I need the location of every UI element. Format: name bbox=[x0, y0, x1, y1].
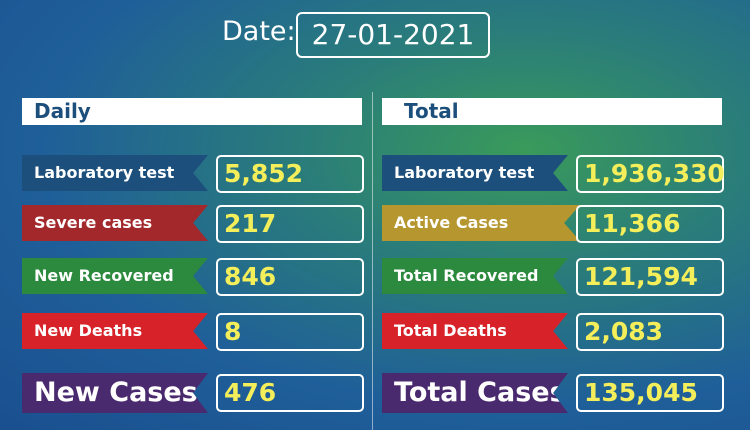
row-value: 135,045 bbox=[576, 374, 724, 412]
row-value: 11,366 bbox=[576, 205, 724, 243]
row-label: New Recovered bbox=[22, 258, 208, 294]
row-value: 2,083 bbox=[576, 313, 724, 351]
row-label: Laboratory test bbox=[382, 155, 568, 191]
row-label: Total Cases bbox=[382, 373, 568, 413]
panel-title: Total bbox=[382, 98, 722, 125]
row-label: Total Recovered bbox=[382, 258, 568, 294]
row-value: 121,594 bbox=[576, 258, 724, 296]
row-label: Severe cases bbox=[22, 205, 208, 241]
date-label: Date: bbox=[222, 16, 296, 47]
row-value: 5,852 bbox=[216, 155, 364, 193]
divider bbox=[372, 92, 373, 430]
panel-title: Daily bbox=[22, 98, 362, 125]
row-value: 217 bbox=[216, 205, 364, 243]
row-label: Laboratory test bbox=[22, 155, 208, 191]
row-label: Total Deaths bbox=[382, 313, 568, 349]
row-label: New Cases bbox=[22, 373, 208, 413]
date: 27-01-2021 bbox=[296, 12, 490, 58]
row-label: New Deaths bbox=[22, 313, 208, 349]
row-value: 1,936,330 bbox=[576, 155, 725, 193]
row-value: 8 bbox=[216, 313, 364, 351]
row-label: Active Cases bbox=[382, 205, 580, 241]
row-value: 476 bbox=[216, 374, 364, 412]
row-value: 846 bbox=[216, 258, 364, 296]
